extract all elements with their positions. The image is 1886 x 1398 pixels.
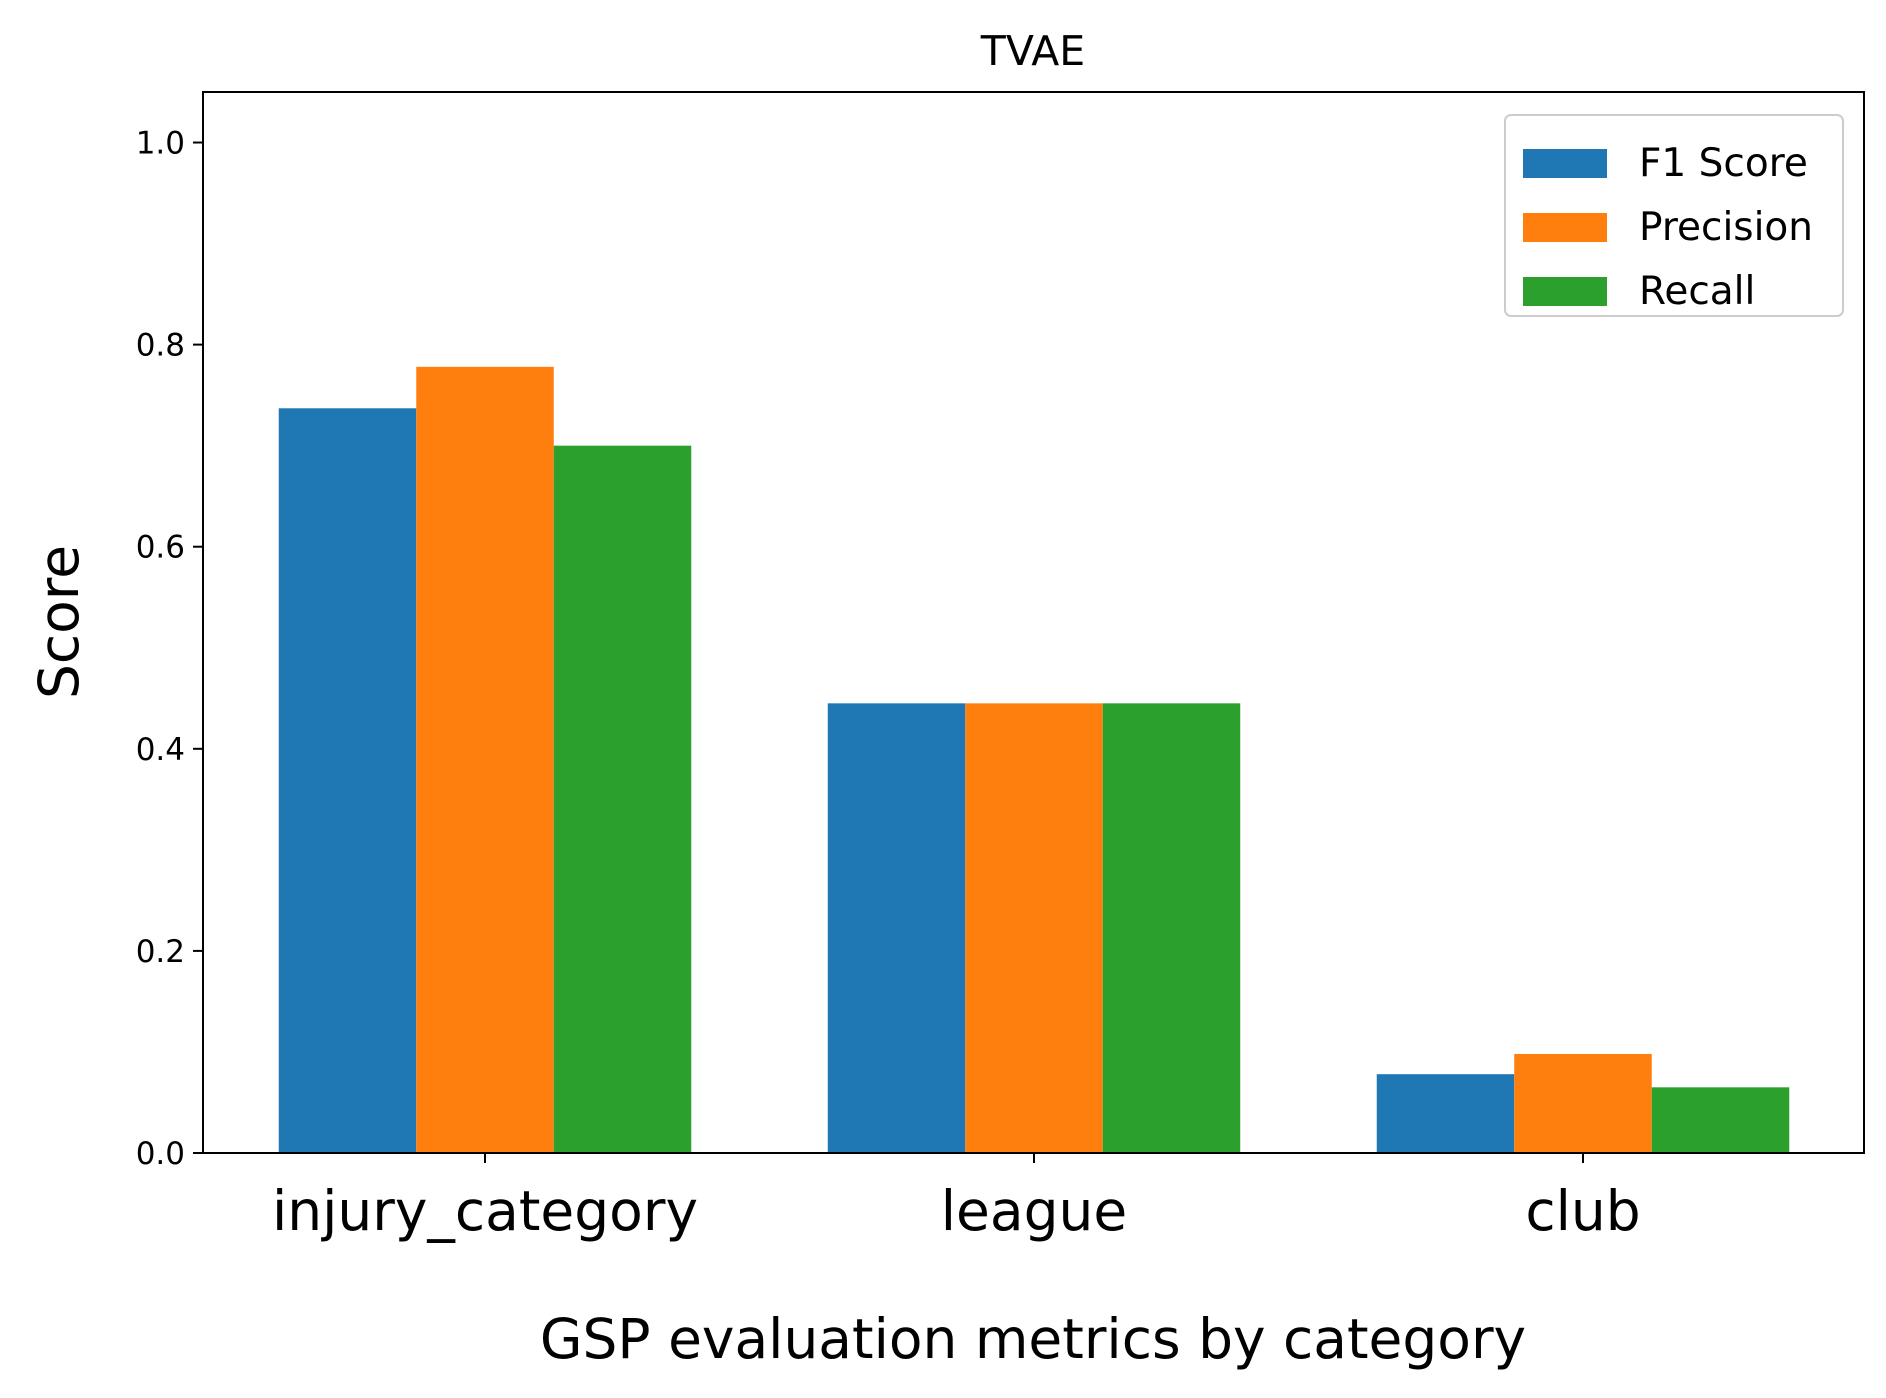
- x-tick-label-injury-category: injury_category: [272, 1179, 698, 1243]
- bar-f1-score-club: [1376, 1074, 1515, 1153]
- bar-precision-injury-category: [416, 366, 554, 1154]
- plot-frame: [202, 91, 1865, 1154]
- bar-f1-score-league: [827, 703, 966, 1153]
- y-axis: 0.0 0.2 0.4 0.6 0.8 1.0: [136, 126, 203, 1172]
- legend-label-precision: Precision: [1639, 205, 1813, 250]
- legend-swatch-precision: [1523, 213, 1607, 242]
- x-axis-label: GSP evaluation metrics by category: [540, 1307, 1526, 1371]
- bars-group: [278, 366, 1790, 1154]
- legend: F1 Score Precision Recall: [1504, 114, 1844, 317]
- y-axis-label: Score: [27, 545, 91, 699]
- bar-recall-injury-category: [553, 445, 692, 1154]
- y-tick-label: 0.6: [136, 530, 185, 566]
- y-tick-label: 0.4: [136, 732, 185, 768]
- y-tick-label: 0.2: [136, 934, 185, 970]
- legend-label-recall: Recall: [1639, 269, 1755, 314]
- bar-precision-league: [965, 703, 1103, 1153]
- bar-precision-club: [1514, 1053, 1652, 1153]
- legend-swatch-f1-score: [1523, 149, 1607, 178]
- legend-swatch-recall: [1523, 277, 1607, 306]
- legend-label-f1-score: F1 Score: [1639, 141, 1808, 186]
- bar-recall-league: [1102, 703, 1241, 1153]
- bar-f1-score-injury-category: [278, 408, 417, 1153]
- y-tick-label: 1.0: [136, 126, 185, 162]
- bar-recall-club: [1651, 1087, 1790, 1153]
- x-tick-label-club: club: [1525, 1179, 1640, 1243]
- x-axis: injury_category league club: [272, 1153, 1641, 1243]
- x-tick-label-league: league: [941, 1179, 1127, 1243]
- chart-title: TVAE: [980, 27, 1085, 75]
- y-tick-label: 0.0: [136, 1136, 185, 1172]
- y-tick-label: 0.8: [136, 328, 185, 364]
